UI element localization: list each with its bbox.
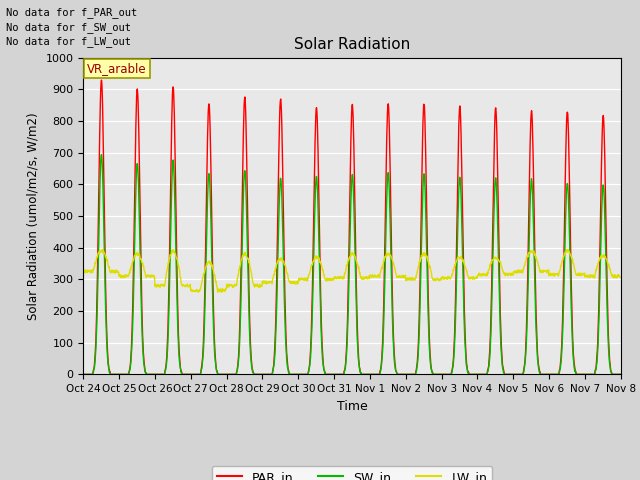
LW_in <box>563 247 571 252</box>
PAR_in <box>98 77 106 83</box>
Line: LW_in: LW_in <box>83 250 620 292</box>
LW_in <box>616 275 624 280</box>
LW_in <box>79 268 87 274</box>
SW_in <box>199 353 207 359</box>
PAR_in <box>435 372 443 377</box>
Line: SW_in: SW_in <box>83 155 620 374</box>
Title: Solar Radiation: Solar Radiation <box>294 37 410 52</box>
LW_in <box>435 276 443 282</box>
SW_in <box>98 152 106 157</box>
LW_in <box>506 271 513 277</box>
SW_in <box>616 372 624 377</box>
PAR_in <box>553 372 561 377</box>
SW_in <box>259 372 267 377</box>
SW_in <box>79 372 87 377</box>
Line: PAR_in: PAR_in <box>83 80 620 374</box>
SW_in <box>553 372 561 377</box>
LW_in <box>218 289 225 295</box>
X-axis label: Time: Time <box>337 400 367 413</box>
Text: VR_arable: VR_arable <box>88 62 147 75</box>
LW_in <box>186 283 193 288</box>
SW_in <box>435 372 443 377</box>
PAR_in <box>259 372 267 377</box>
LW_in <box>259 279 267 285</box>
PAR_in <box>79 372 87 377</box>
PAR_in <box>616 372 624 377</box>
Legend: PAR_in, SW_in, LW_in: PAR_in, SW_in, LW_in <box>212 466 492 480</box>
PAR_in <box>199 348 207 354</box>
Text: No data for f_LW_out: No data for f_LW_out <box>6 36 131 47</box>
SW_in <box>506 372 513 377</box>
Y-axis label: Solar Radiation (umol/m2/s, W/m2): Solar Radiation (umol/m2/s, W/m2) <box>27 112 40 320</box>
Text: No data for f_SW_out: No data for f_SW_out <box>6 22 131 33</box>
LW_in <box>199 275 207 281</box>
LW_in <box>553 272 561 277</box>
PAR_in <box>506 372 513 377</box>
Text: No data for f_PAR_out: No data for f_PAR_out <box>6 7 138 18</box>
SW_in <box>186 372 194 377</box>
PAR_in <box>186 372 194 377</box>
